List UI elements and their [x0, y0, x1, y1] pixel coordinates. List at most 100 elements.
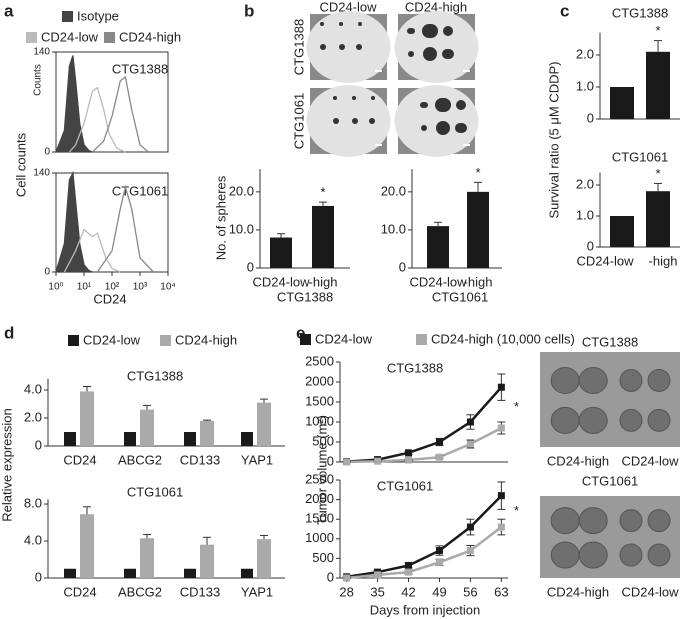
- y-tick-label: 140: [33, 168, 50, 179]
- sphere: [320, 22, 324, 26]
- sphere: [422, 102, 428, 108]
- tumor: [578, 367, 608, 394]
- line: [346, 426, 502, 464]
- y-tick-label: 500: [312, 433, 334, 448]
- density-curve: [68, 86, 126, 153]
- y-axis-label: No. of spheres: [213, 175, 228, 260]
- legend-label: CD24-high: [119, 29, 181, 44]
- y-tick-label: 500: [312, 550, 334, 565]
- y-tick-label: 1000: [305, 413, 334, 428]
- y-axis-label: Tumor volume (m²): [314, 415, 329, 525]
- x-tick-label: 42: [401, 584, 415, 599]
- marker: [374, 457, 382, 465]
- sphere: [444, 49, 454, 59]
- bar: [427, 226, 449, 268]
- y-tick-label: 2.0: [576, 176, 594, 191]
- tumor: [578, 507, 608, 535]
- marker: [497, 383, 505, 391]
- bar: [80, 514, 94, 578]
- x-tick-label: 10¹: [77, 282, 92, 293]
- legend-swatch: [160, 335, 171, 346]
- x-tick-label: CD24: [63, 452, 96, 467]
- chart-title: CTG1061: [127, 484, 183, 499]
- bar: [200, 544, 214, 578]
- y-tick-label: 1500: [305, 511, 334, 526]
- sphere: [369, 118, 375, 124]
- tumor: [550, 406, 580, 434]
- marker: [374, 571, 382, 579]
- marker: [466, 523, 474, 531]
- bar: [64, 568, 76, 578]
- y-tick-label: 0: [399, 259, 406, 274]
- marker: [435, 547, 443, 555]
- y-tick-label: 2500: [305, 471, 334, 486]
- y-tick-label: 140: [33, 47, 50, 58]
- significance-mark: *: [475, 165, 480, 180]
- bar: [646, 51, 670, 119]
- sphere: [421, 125, 427, 131]
- bar: [184, 432, 196, 446]
- x-tick-label: CD24-low: [576, 253, 634, 268]
- sphere: [356, 44, 362, 50]
- bar: [140, 538, 154, 578]
- x-tick-label: -high: [649, 253, 678, 268]
- y-tick-label: 2.0: [24, 409, 42, 424]
- x-tick-label: 28: [339, 584, 353, 599]
- bar: [241, 568, 253, 578]
- x-tick-label: 10⁰: [48, 282, 63, 293]
- tumor: [619, 543, 643, 567]
- bar: [646, 191, 670, 247]
- y-tick-label: 20.0: [381, 183, 406, 198]
- marker: [466, 440, 474, 448]
- y-tick-label: 0: [35, 437, 42, 452]
- x-tick-label: CD133: [180, 452, 220, 467]
- y-tick-label: 0: [35, 569, 42, 584]
- tumor: [647, 408, 671, 432]
- sphere: [352, 96, 356, 100]
- line: [346, 494, 503, 579]
- y-tick-label: 1000: [305, 530, 334, 545]
- marker: [435, 558, 443, 566]
- y-tick-label: 2000: [305, 491, 334, 506]
- sphere: [320, 44, 326, 50]
- marker: [405, 568, 413, 576]
- sphere: [339, 44, 345, 50]
- x-tick-label: CD24-low: [252, 274, 310, 289]
- bar: [467, 191, 489, 268]
- x-tick-label: 49: [432, 584, 446, 599]
- legend-swatch: [416, 334, 427, 345]
- marker: [343, 458, 351, 466]
- column-label: CD24-low: [319, 0, 377, 14]
- legend-label: CD24-low: [83, 332, 141, 347]
- y-tick-label: 0: [327, 569, 334, 584]
- y-tick-label: 10.0: [381, 221, 406, 236]
- sphere: [333, 96, 337, 100]
- bar: [610, 87, 634, 119]
- bar: [241, 432, 253, 446]
- density-curve: [55, 170, 93, 273]
- column-label: CD24-high: [547, 584, 609, 599]
- x-tick-label: 63: [494, 584, 508, 599]
- y-tick-label: 20.0: [229, 183, 254, 198]
- y-tick-label: 2500: [305, 353, 334, 368]
- x-tick-label: YAP1: [241, 584, 273, 599]
- marker: [405, 456, 413, 464]
- bar: [312, 205, 334, 268]
- marker: [435, 438, 443, 446]
- column-label: CD24-high: [405, 0, 467, 14]
- column-label: CD24-high: [547, 453, 609, 468]
- y-axis-label: Counts: [33, 64, 44, 96]
- x-tick-label: -high: [464, 274, 493, 289]
- y-tick-label: 4.0: [24, 381, 42, 396]
- x-axis-label: Days from injection: [370, 602, 481, 617]
- x-tick-label: YAP1: [241, 452, 273, 467]
- chart-title: CTG1388: [112, 61, 168, 76]
- marker: [405, 449, 413, 457]
- panel-label: e: [296, 323, 305, 342]
- marker: [435, 453, 443, 461]
- density-curve: [55, 55, 93, 153]
- chart-title: CTG1061: [612, 149, 668, 164]
- legend-swatch: [68, 335, 79, 346]
- y-tick-label: 1.0: [576, 207, 594, 222]
